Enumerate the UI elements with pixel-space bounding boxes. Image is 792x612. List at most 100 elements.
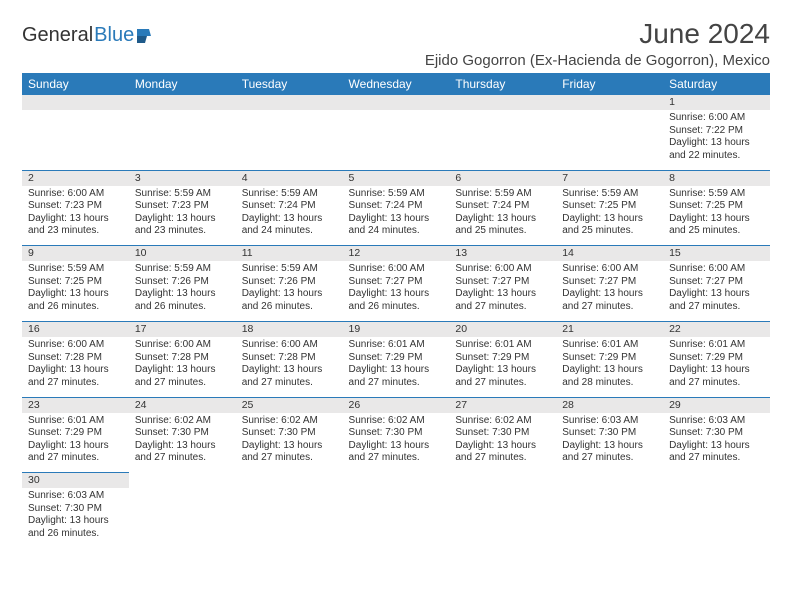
- day-number-cell: 4: [236, 170, 343, 186]
- day-number-cell: [129, 473, 236, 489]
- sunset-text: Sunset: 7:30 PM: [349, 427, 444, 440]
- day-number-row: 2345678: [22, 170, 770, 186]
- day-number-cell: 2: [22, 170, 129, 186]
- day-number-cell: 1: [663, 95, 770, 110]
- day-detail-cell: Sunrise: 5:59 AMSunset: 7:25 PMDaylight:…: [22, 261, 129, 321]
- sunrise-text: Sunrise: 6:03 AM: [562, 415, 657, 428]
- sunrise-text: Sunrise: 6:03 AM: [28, 490, 123, 503]
- day-detail-cell: [449, 110, 556, 170]
- sunrise-text: Sunrise: 5:59 AM: [242, 188, 337, 201]
- day-number-cell: [236, 95, 343, 110]
- day-detail-cell: [236, 110, 343, 170]
- day-detail-cell: Sunrise: 6:02 AMSunset: 7:30 PMDaylight:…: [449, 413, 556, 473]
- sunset-text: Sunset: 7:23 PM: [28, 200, 123, 213]
- sunset-text: Sunset: 7:28 PM: [28, 352, 123, 365]
- sunset-text: Sunset: 7:29 PM: [562, 352, 657, 365]
- day-detail-cell: Sunrise: 6:00 AMSunset: 7:22 PMDaylight:…: [663, 110, 770, 170]
- day-number-cell: 29: [663, 397, 770, 413]
- day-detail-cell: Sunrise: 5:59 AMSunset: 7:24 PMDaylight:…: [343, 186, 450, 246]
- sunrise-text: Sunrise: 6:00 AM: [135, 339, 230, 352]
- day-detail-cell: [556, 110, 663, 170]
- sunrise-text: Sunrise: 6:01 AM: [669, 339, 764, 352]
- month-title: June 2024: [425, 18, 770, 50]
- brand-blue: Blue: [94, 24, 134, 47]
- sunset-text: Sunset: 7:28 PM: [135, 352, 230, 365]
- day-detail-row: Sunrise: 6:00 AMSunset: 7:22 PMDaylight:…: [22, 110, 770, 170]
- sunrise-text: Sunrise: 5:59 AM: [669, 188, 764, 201]
- daylight-text: Daylight: 13 hours and 23 minutes.: [28, 213, 123, 238]
- day-number-cell: 26: [343, 397, 450, 413]
- weekday-header: Thursday: [449, 73, 556, 95]
- day-number-row: 16171819202122: [22, 321, 770, 337]
- day-detail-cell: [663, 488, 770, 548]
- daylight-text: Daylight: 13 hours and 27 minutes.: [455, 288, 550, 313]
- sunset-text: Sunset: 7:30 PM: [669, 427, 764, 440]
- day-number-cell: 16: [22, 321, 129, 337]
- daylight-text: Daylight: 13 hours and 27 minutes.: [28, 440, 123, 465]
- brand-logo: General Blue: [22, 24, 161, 47]
- daylight-text: Daylight: 13 hours and 27 minutes.: [669, 364, 764, 389]
- daylight-text: Daylight: 13 hours and 27 minutes.: [242, 364, 337, 389]
- sunset-text: Sunset: 7:25 PM: [562, 200, 657, 213]
- day-detail-cell: Sunrise: 5:59 AMSunset: 7:24 PMDaylight:…: [449, 186, 556, 246]
- day-detail-cell: Sunrise: 6:00 AMSunset: 7:27 PMDaylight:…: [663, 261, 770, 321]
- day-detail-cell: [449, 488, 556, 548]
- sunset-text: Sunset: 7:26 PM: [135, 276, 230, 289]
- sunrise-text: Sunrise: 6:00 AM: [349, 263, 444, 276]
- sunset-text: Sunset: 7:30 PM: [242, 427, 337, 440]
- sunrise-text: Sunrise: 6:02 AM: [135, 415, 230, 428]
- daylight-text: Daylight: 13 hours and 24 minutes.: [349, 213, 444, 238]
- flag-icon: [137, 27, 161, 45]
- sunset-text: Sunset: 7:30 PM: [562, 427, 657, 440]
- sunrise-text: Sunrise: 6:00 AM: [455, 263, 550, 276]
- daylight-text: Daylight: 13 hours and 26 minutes.: [242, 288, 337, 313]
- weekday-header-row: Sunday Monday Tuesday Wednesday Thursday…: [22, 73, 770, 95]
- day-detail-row: Sunrise: 6:00 AMSunset: 7:23 PMDaylight:…: [22, 186, 770, 246]
- day-number-cell: 21: [556, 321, 663, 337]
- sunrise-text: Sunrise: 6:01 AM: [455, 339, 550, 352]
- location-subtitle: Ejido Gogorron (Ex-Hacienda de Gogorron)…: [425, 52, 770, 69]
- day-number-cell: 19: [343, 321, 450, 337]
- day-number-cell: 12: [343, 246, 450, 262]
- day-detail-cell: [556, 488, 663, 548]
- day-detail-cell: Sunrise: 6:02 AMSunset: 7:30 PMDaylight:…: [129, 413, 236, 473]
- sunrise-text: Sunrise: 6:02 AM: [455, 415, 550, 428]
- day-detail-row: Sunrise: 5:59 AMSunset: 7:25 PMDaylight:…: [22, 261, 770, 321]
- day-number-cell: 14: [556, 246, 663, 262]
- day-detail-cell: [22, 110, 129, 170]
- day-number-cell: 23: [22, 397, 129, 413]
- sunrise-text: Sunrise: 6:02 AM: [349, 415, 444, 428]
- sunset-text: Sunset: 7:22 PM: [669, 125, 764, 138]
- daylight-text: Daylight: 13 hours and 23 minutes.: [135, 213, 230, 238]
- daylight-text: Daylight: 13 hours and 27 minutes.: [669, 288, 764, 313]
- day-number-cell: 7: [556, 170, 663, 186]
- weekday-header: Saturday: [663, 73, 770, 95]
- sunset-text: Sunset: 7:29 PM: [455, 352, 550, 365]
- daylight-text: Daylight: 13 hours and 27 minutes.: [242, 440, 337, 465]
- calendar-table: Sunday Monday Tuesday Wednesday Thursday…: [22, 73, 770, 548]
- day-number-cell: 11: [236, 246, 343, 262]
- day-number-cell: [343, 95, 450, 110]
- day-number-cell: 18: [236, 321, 343, 337]
- sunset-text: Sunset: 7:27 PM: [669, 276, 764, 289]
- day-detail-cell: [129, 488, 236, 548]
- day-detail-row: Sunrise: 6:03 AMSunset: 7:30 PMDaylight:…: [22, 488, 770, 548]
- daylight-text: Daylight: 13 hours and 27 minutes.: [455, 440, 550, 465]
- day-detail-cell: Sunrise: 6:03 AMSunset: 7:30 PMDaylight:…: [22, 488, 129, 548]
- sunset-text: Sunset: 7:27 PM: [562, 276, 657, 289]
- day-detail-cell: Sunrise: 5:59 AMSunset: 7:23 PMDaylight:…: [129, 186, 236, 246]
- weekday-header: Wednesday: [343, 73, 450, 95]
- daylight-text: Daylight: 13 hours and 28 minutes.: [562, 364, 657, 389]
- day-detail-cell: [129, 110, 236, 170]
- daylight-text: Daylight: 13 hours and 25 minutes.: [455, 213, 550, 238]
- day-detail-cell: Sunrise: 6:01 AMSunset: 7:29 PMDaylight:…: [22, 413, 129, 473]
- day-number-cell: 3: [129, 170, 236, 186]
- sunset-text: Sunset: 7:26 PM: [242, 276, 337, 289]
- day-detail-cell: Sunrise: 6:01 AMSunset: 7:29 PMDaylight:…: [663, 337, 770, 397]
- sunset-text: Sunset: 7:24 PM: [242, 200, 337, 213]
- daylight-text: Daylight: 13 hours and 26 minutes.: [349, 288, 444, 313]
- weekday-header: Tuesday: [236, 73, 343, 95]
- day-number-cell: [22, 95, 129, 110]
- day-number-cell: 8: [663, 170, 770, 186]
- day-detail-cell: Sunrise: 6:00 AMSunset: 7:27 PMDaylight:…: [556, 261, 663, 321]
